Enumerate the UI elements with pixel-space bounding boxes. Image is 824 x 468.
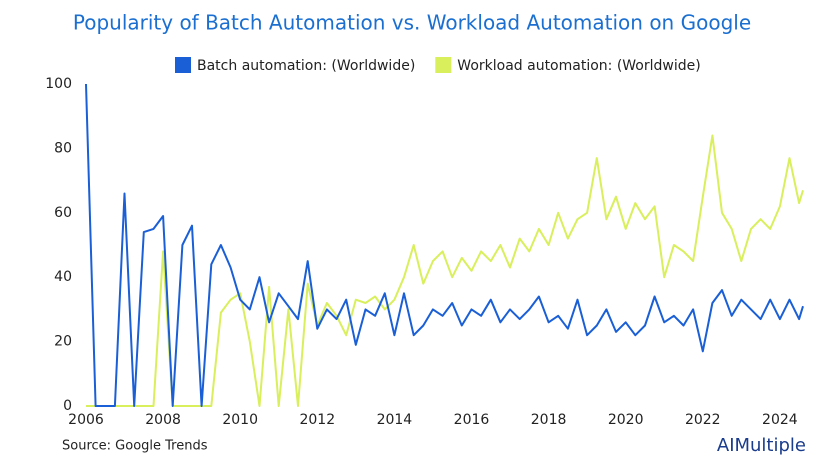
x-tick-label: 2016 xyxy=(454,412,490,428)
x-tick-label: 2012 xyxy=(299,412,335,428)
y-tick-label: 0 xyxy=(63,398,72,414)
chart-title: Popularity of Batch Automation vs. Workl… xyxy=(73,11,751,35)
y-tick-label: 60 xyxy=(54,205,72,221)
brand: AIMultiple xyxy=(717,435,806,456)
x-tick-label: 2022 xyxy=(685,412,721,428)
source: Source: Google Trends xyxy=(62,439,208,454)
y-tick-label: 20 xyxy=(54,334,72,350)
y-tick-label: 100 xyxy=(45,76,72,92)
x-tick-label: 2018 xyxy=(531,412,567,428)
y-tick-label: 40 xyxy=(54,269,72,285)
series-line xyxy=(86,134,804,407)
x-tick-label: 2008 xyxy=(145,412,181,428)
x-tick-label: 2014 xyxy=(377,412,413,428)
series-line xyxy=(85,83,804,407)
x-tick-label: 2020 xyxy=(608,412,644,428)
x-tick-label: 2010 xyxy=(222,412,258,428)
legend-swatch xyxy=(175,57,191,73)
x-tick-label: 2024 xyxy=(762,412,798,428)
legend-label: Batch automation: (Worldwide) xyxy=(197,58,415,74)
y-tick-label: 80 xyxy=(54,140,72,156)
legend-label: Workload automation: (Worldwide) xyxy=(457,58,700,74)
legend-swatch xyxy=(435,57,452,73)
x-tick-label: 2006 xyxy=(68,412,104,428)
